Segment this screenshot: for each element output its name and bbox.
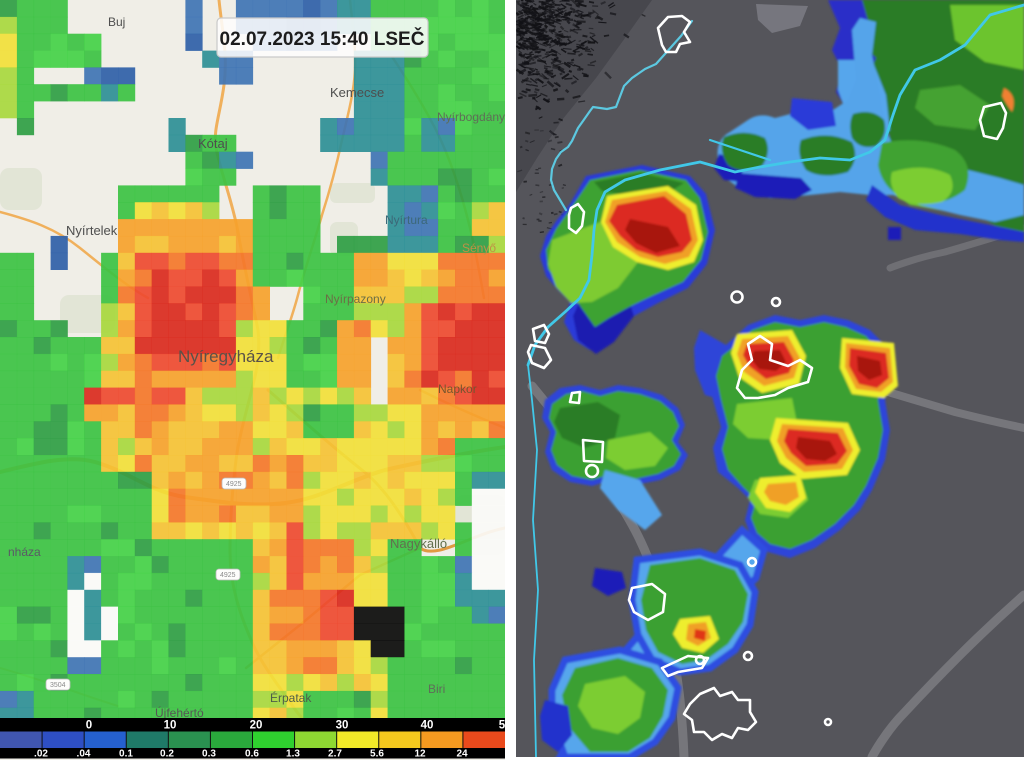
svg-text:0.3: 0.3 — [202, 749, 216, 760]
svg-text:Nyíregyháza: Nyíregyháza — [178, 347, 274, 366]
svg-text:Nyírpazony: Nyírpazony — [325, 292, 386, 306]
svg-text:0.1: 0.1 — [119, 749, 133, 760]
svg-text:Kemecse: Kemecse — [330, 85, 384, 100]
svg-text:Biri: Biri — [428, 682, 445, 696]
svg-text:nháza: nháza — [8, 545, 41, 559]
svg-text:4925: 4925 — [226, 481, 242, 488]
svg-text:Sényő: Sényő — [462, 241, 496, 255]
svg-text:2.7: 2.7 — [328, 749, 342, 760]
svg-text:20: 20 — [250, 720, 263, 732]
svg-text:24: 24 — [456, 749, 468, 760]
svg-text:4925: 4925 — [220, 572, 236, 579]
svg-text:Újfehértó: Újfehértó — [155, 705, 204, 720]
svg-text:5.6: 5.6 — [370, 749, 384, 760]
svg-text:02.07.2023 15:40 LSEČ: 02.07.2023 15:40 LSEČ — [220, 28, 425, 50]
svg-text:0: 0 — [86, 720, 92, 732]
svg-text:30: 30 — [336, 720, 349, 732]
svg-text:0.6: 0.6 — [245, 749, 259, 760]
svg-text:3504: 3504 — [50, 682, 66, 689]
svg-text:0.2: 0.2 — [160, 749, 174, 760]
svg-text:Nyírbogdány: Nyírbogdány — [437, 110, 505, 124]
svg-text:.02: .02 — [34, 749, 48, 760]
svg-text:5: 5 — [499, 720, 506, 732]
svg-text:Nyírtelek: Nyírtelek — [66, 223, 118, 238]
svg-text:Napkor: Napkor — [438, 382, 477, 396]
svg-text:12: 12 — [414, 749, 426, 760]
svg-text:Érpatak: Érpatak — [270, 690, 312, 705]
svg-text:Nagykálló: Nagykálló — [390, 536, 447, 551]
svg-text:Buj: Buj — [108, 15, 125, 29]
svg-text:.04: .04 — [77, 749, 91, 760]
svg-text:Nyírtura: Nyírtura — [385, 213, 428, 227]
svg-text:10: 10 — [164, 720, 177, 732]
svg-text:40: 40 — [421, 720, 434, 732]
svg-text:Kótaj: Kótaj — [198, 136, 228, 151]
svg-text:1.3: 1.3 — [286, 749, 300, 760]
